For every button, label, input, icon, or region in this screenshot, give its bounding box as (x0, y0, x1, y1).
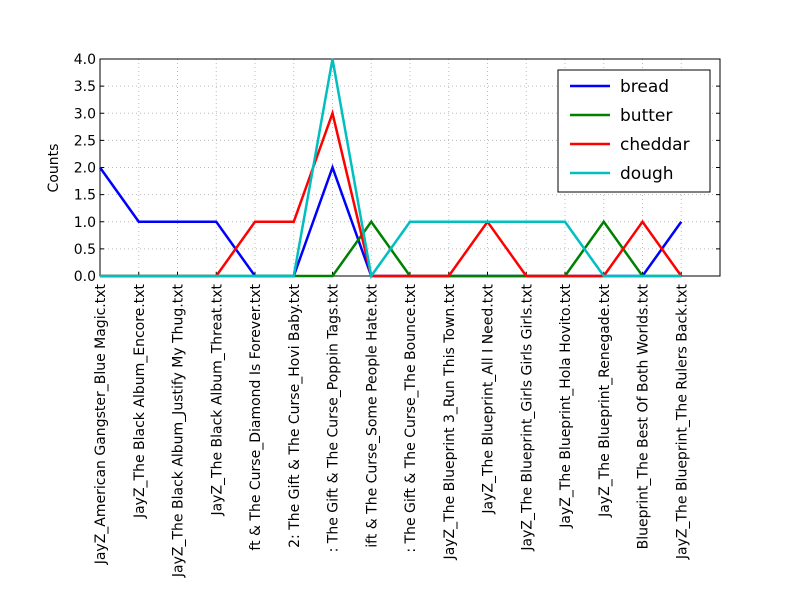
legend-label: dough (620, 164, 674, 184)
line (100, 58, 682, 280)
x-tick-label: JayZ_The Blueprint_All I Need.txt (481, 283, 497, 514)
x-tick-label: JayZ_American Gangster_Blue Magic.txt (93, 283, 109, 565)
y-tick-label: 4.0 (74, 52, 96, 68)
x-tick-label: JayZ_The Blueprint_Hola Hovito.txt (558, 283, 574, 528)
y-tick-label: 0.5 (74, 242, 96, 258)
x-tick-label: : The Gift & The Curse_The Bounce.txt (403, 284, 419, 553)
legend-box (557, 69, 711, 193)
legend-label: cheddar (620, 135, 690, 155)
x-tick-label: JayZ_The Black Album_Threat.txt (209, 284, 225, 517)
x-tick-label: Blueprint_The Best Of Both Worlds.txt (636, 283, 652, 549)
y-tick-label: 2.5 (74, 133, 96, 149)
x-tick-label: JayZ_The Blueprint_Girls Girls Girls.txt (519, 284, 535, 552)
x-tick-label: ift & The Curse_Some People Hate.txt (364, 283, 380, 547)
y-tick-label: 2.0 (74, 161, 96, 177)
x-tick-label: JayZ_The Black Album_Justify My Thug.txt (171, 283, 187, 578)
x-tick-label: 2: The Gift & The Curse_Hovi Baby.txt (287, 283, 303, 547)
legend-label: butter (620, 106, 672, 126)
x-tick-label: JayZ_The Black Album_Encore.txt (132, 283, 148, 519)
y-tick-label: 0.0 (74, 269, 96, 285)
x-tick-label: ft & The Curse_Diamond Is Forever.txt (248, 283, 264, 550)
y-tick-label: 3.5 (74, 79, 96, 95)
x-tick-label: JayZ_The Blueprint_Renegade.txt (597, 283, 613, 517)
x-tick-label: JayZ_The Blueprint_The Rulers Back.txt (674, 284, 690, 561)
y-axis-label: Counts (46, 144, 62, 193)
x-tick-label: JayZ_The Blueprint 3_Run This Town.txt (442, 283, 458, 560)
x-tick-label: : The Gift & The Curse_Poppin Tags.txt (326, 283, 342, 552)
y-tick-label: 1.0 (74, 215, 96, 231)
y-tick-label: 3.0 (74, 106, 96, 122)
legend-label: bread (620, 77, 669, 97)
y-tick-label: 1.5 (74, 188, 96, 204)
